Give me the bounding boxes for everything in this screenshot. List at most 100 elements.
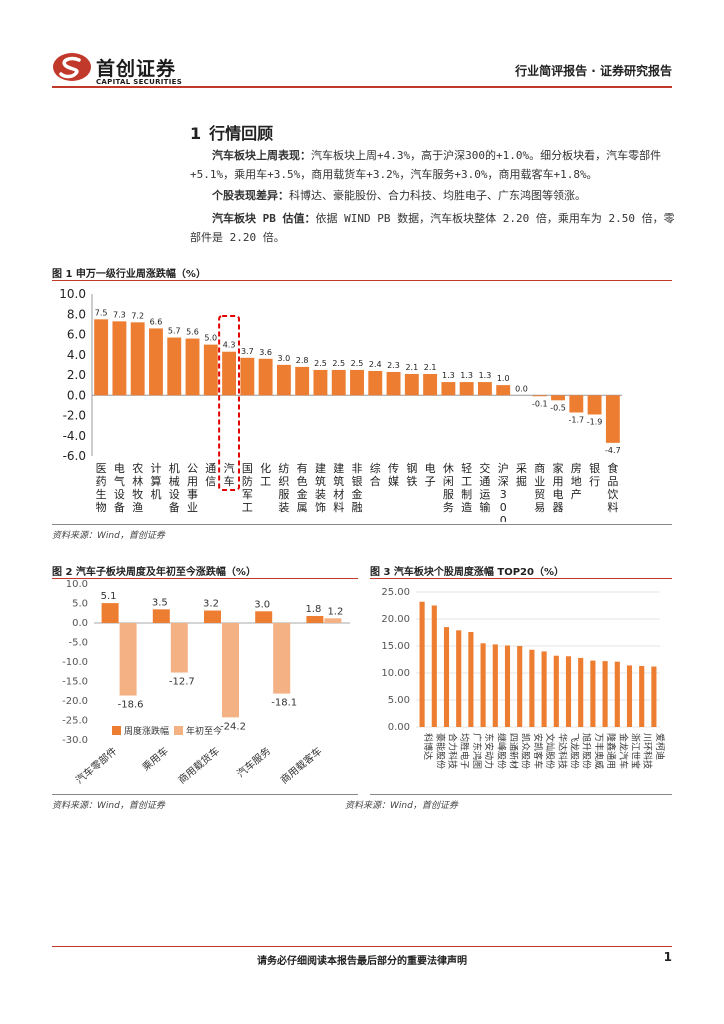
category-label: 电 [425, 462, 436, 475]
category-label: 钢 [406, 462, 417, 475]
category-label: 电 [553, 488, 564, 501]
category-label: 装 [315, 488, 326, 501]
category-label: 0 [500, 501, 507, 514]
category-label: 属 [297, 501, 308, 514]
category-label: 品 [607, 475, 618, 488]
bar [112, 321, 127, 396]
data-label: 2.1 [405, 363, 418, 372]
category-label: 备 [169, 500, 180, 514]
legal-notice: 请务必仔细阅读本报告最后部分的重要法律声明 [257, 956, 467, 967]
data-label: -12.7 [169, 677, 195, 688]
data-label: 3.0 [278, 354, 291, 363]
data-label: 2.4 [369, 360, 382, 369]
bar [441, 382, 456, 396]
category-label: 车 [224, 474, 235, 488]
data-label: 2.8 [296, 356, 309, 365]
category-label: 商用载货车 [175, 744, 222, 786]
legend-swatch [112, 726, 121, 735]
category-label: 传 [388, 462, 399, 475]
category-label: 饰 [315, 500, 326, 514]
bar [614, 661, 620, 727]
category-label: 色 [297, 474, 308, 488]
category-label: 服 [278, 488, 289, 501]
bar [350, 369, 364, 396]
category-label: 饮 [607, 488, 618, 501]
y-tick-label: -15.0 [62, 677, 88, 688]
category-label: 备 [114, 500, 125, 514]
bar [626, 665, 633, 727]
data-label: 2.5 [332, 359, 345, 368]
category-label: 用 [187, 475, 198, 488]
y-tick-label: 0.00 [388, 722, 410, 733]
data-label: -1.9 [587, 417, 603, 426]
category-label: 沪 [498, 461, 509, 475]
y-tick-label: 10.0 [59, 287, 86, 301]
y-tick-label: -2.0 [63, 409, 86, 423]
page-number: 1 [663, 950, 672, 964]
category-label: 交 [479, 461, 490, 475]
category-label: 3 [500, 488, 507, 501]
bar [185, 338, 200, 396]
y-tick-label: 6.0 [67, 328, 86, 342]
category-label: 气 [114, 474, 125, 488]
bar [492, 644, 498, 727]
bar [551, 395, 565, 401]
y-tick-label: 10.00 [381, 668, 410, 679]
category-label: 川环科技 [642, 733, 654, 769]
bar [480, 643, 486, 727]
bar [477, 382, 492, 396]
y-tick-label: -20.0 [62, 696, 88, 707]
category-label: 华达科技 [556, 733, 568, 769]
category-label: 均胜电子 [459, 733, 471, 769]
category-label: 汽车零部件 [73, 744, 120, 786]
category-label: 事 [187, 488, 198, 501]
bar [553, 655, 559, 727]
category-label: 造 [461, 500, 472, 514]
bar [130, 322, 145, 396]
bar [517, 646, 523, 727]
bar [222, 351, 237, 396]
category-label: 输 [479, 500, 490, 514]
category-label: 服 [443, 488, 454, 501]
bar [119, 623, 137, 696]
category-label: 广东鸿图 [471, 733, 483, 769]
category-label: 料 [607, 500, 618, 514]
logo-english-name: CAPITAL SECURITIES [96, 78, 183, 86]
category-label: 豪能股份 [434, 733, 446, 769]
category-label: 化 [260, 461, 271, 475]
category-label: 机 [169, 461, 180, 475]
bar [258, 358, 273, 396]
bar [651, 666, 657, 727]
figure-bottom-rule [370, 794, 672, 795]
data-label: 1.3 [442, 371, 455, 380]
logo-chinese-name: 首创证券 [96, 58, 177, 80]
logo-icon [53, 53, 91, 81]
y-tick-label: 20.00 [381, 614, 410, 625]
data-label: 7.5 [95, 308, 108, 317]
y-tick-label: -5.0 [68, 638, 88, 649]
bar [496, 385, 511, 396]
category-label: 设 [114, 488, 125, 501]
paragraph: 个股表现差异：科博达、豪能股份、合力科技、均胜电子、广东鸿图等领涨。 [190, 186, 675, 205]
category-label: 融 [352, 501, 363, 514]
bar [204, 610, 221, 623]
category-label: 食 [607, 461, 618, 475]
category-label: 用 [553, 475, 564, 488]
category-label: 四通新材 [508, 733, 520, 769]
bar [541, 651, 547, 727]
figure-caption: 图 1 申万一级行业周涨跌幅（%） [52, 269, 206, 280]
data-label: 2.3 [387, 361, 400, 370]
bar [529, 649, 535, 727]
top20-stocks-chart: 25.00 20.00 15.00 10.00 5.00 0.00 科博达 豪能股份 合力科技均… [381, 587, 666, 769]
bar [273, 623, 291, 694]
paragraph: 汽车板块上周表现：汽车板块上周+4.3%，高于沪深300的+1.0%。细分板块看… [190, 146, 675, 184]
legend-label: 周度涨跌幅 [124, 725, 169, 737]
paragraph-text: 科博达、豪能股份、合力科技、均胜电子、广东鸿图等领涨。 [289, 189, 586, 202]
bar [456, 630, 462, 727]
data-label: 3.7 [241, 347, 254, 356]
bar [569, 395, 584, 413]
category-label: 金龙汽车 [617, 733, 629, 769]
data-label: 1.2 [327, 606, 343, 617]
category-label: 凯众股份 [520, 733, 532, 769]
